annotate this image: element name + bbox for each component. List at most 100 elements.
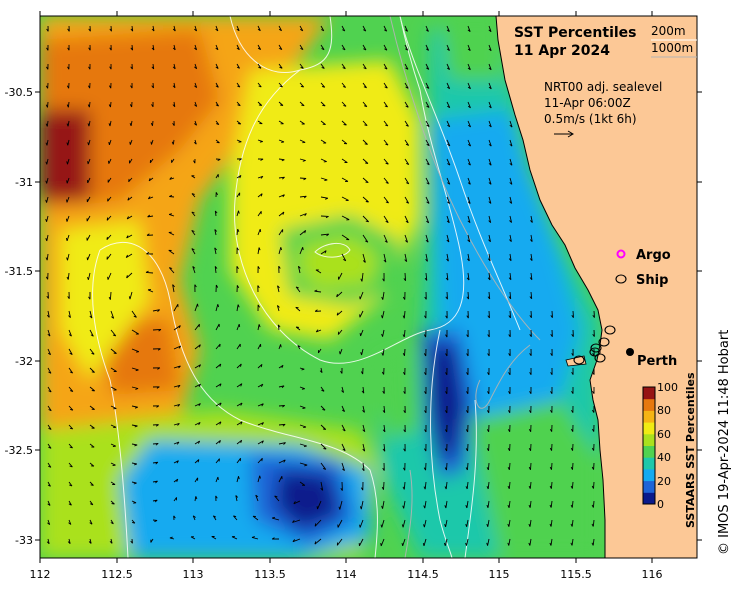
current-arrow-icon: [299, 462, 308, 467]
current-arrow-icon: [380, 519, 385, 528]
current-arrow-icon: [46, 45, 49, 51]
current-arrow-icon: [45, 253, 49, 261]
colorbar-segment: [643, 480, 655, 493]
current-arrow-icon: [65, 215, 70, 222]
current-arrow-icon: [88, 82, 91, 89]
current-arrow-icon: [299, 247, 304, 255]
current-arrow-icon: [571, 329, 574, 337]
current-arrow-icon: [46, 310, 50, 318]
current-arrow-icon: [425, 177, 430, 185]
current-arrow-icon: [446, 253, 449, 262]
current-arrow-icon: [528, 481, 532, 489]
current-arrow-icon: [127, 196, 133, 201]
current-arrow-icon: [381, 481, 385, 490]
current-arrow-icon: [125, 253, 133, 258]
current-arrow-icon: [278, 423, 286, 427]
colorbar-segment: [643, 468, 655, 482]
current-arrow-icon: [320, 139, 327, 144]
current-arrow-icon: [257, 363, 263, 369]
current-arrow-icon: [67, 63, 70, 70]
current-arrow-icon: [191, 248, 196, 255]
current-arrow-icon: [299, 158, 306, 162]
current-arrow-icon: [465, 443, 469, 452]
current-arrow-icon: [215, 343, 221, 350]
current-arrow-icon: [445, 424, 448, 433]
current-arrow-icon: [320, 405, 326, 411]
current-arrow-icon: [152, 442, 159, 446]
current-arrow-icon: [467, 25, 471, 33]
legend-argo: Argo: [636, 248, 671, 263]
current-arrow-icon: [423, 500, 427, 509]
scale-arrow-icon: [554, 130, 574, 138]
current-arrow-icon: [592, 329, 595, 337]
current-arrow-icon: [212, 515, 217, 521]
current-arrow-icon: [487, 386, 490, 395]
current-arrow-icon: [66, 139, 70, 146]
current-arrow-icon: [190, 536, 196, 540]
current-arrow-icon: [529, 387, 532, 395]
x-axis: 112 112.5 113 113.5 114 114.5 115 115.5 …: [30, 11, 663, 581]
current-arrow-icon: [169, 536, 175, 540]
current-arrow-icon: [466, 329, 469, 338]
current-arrow-icon: [571, 424, 574, 432]
current-arrow-icon: [592, 348, 595, 356]
current-arrow-icon: [359, 291, 364, 300]
current-arrow-icon: [446, 63, 451, 70]
current-arrow-icon: [110, 367, 117, 372]
current-arrow-icon: [236, 285, 240, 293]
current-arrow-icon: [402, 348, 406, 357]
current-arrow-icon: [278, 158, 285, 162]
current-arrow-icon: [359, 310, 364, 318]
current-arrow-icon: [88, 64, 91, 70]
current-arrow-icon: [383, 25, 388, 32]
current-arrow-icon: [152, 386, 160, 389]
current-arrow-icon: [467, 44, 471, 52]
current-arrow-icon: [107, 196, 112, 202]
city-marker-icon: [626, 348, 634, 356]
current-arrow-icon: [107, 272, 112, 280]
current-arrow-icon: [423, 519, 427, 528]
current-arrow-icon: [299, 44, 304, 51]
current-arrow-icon: [320, 462, 327, 470]
current-arrow-icon: [341, 158, 348, 164]
current-arrow-icon: [487, 310, 490, 319]
current-arrow-icon: [381, 500, 385, 509]
current-arrow-icon: [299, 230, 307, 236]
current-arrow-icon: [297, 345, 301, 350]
current-arrow-icon: [152, 328, 162, 332]
current-arrow-icon: [173, 345, 182, 350]
current-arrow-icon: [509, 234, 512, 243]
current-arrow-icon: [257, 304, 260, 312]
current-arrow-icon: [466, 272, 470, 281]
current-arrow-icon: [488, 234, 491, 243]
current-arrow-icon: [443, 538, 448, 546]
current-arrow-icon: [194, 383, 201, 388]
current-arrow-icon: [215, 304, 220, 312]
current-arrow-icon: [487, 272, 491, 281]
current-arrow-icon: [172, 63, 176, 70]
current-arrow-icon: [173, 478, 179, 483]
current-arrow-icon: [87, 272, 91, 280]
current-arrow-icon: [529, 291, 533, 300]
current-arrow-icon: [295, 306, 301, 312]
current-arrow-icon: [68, 424, 74, 430]
plot-frame: [39, 15, 698, 559]
current-arrow-icon: [297, 265, 301, 274]
colorbar-label: SSTAARS SST Percentiles: [684, 372, 697, 528]
current-arrow-icon: [215, 101, 219, 107]
current-arrow-icon: [362, 443, 366, 452]
current-arrow-icon: [131, 405, 138, 409]
current-arrow-icon: [110, 424, 117, 429]
current-arrow-icon: [404, 101, 409, 108]
current-arrow-icon: [320, 44, 325, 51]
current-arrow-icon: [87, 139, 91, 146]
current-arrow-icon: [126, 215, 133, 220]
x-tick-label: 114.5: [407, 568, 439, 581]
current-arrow-icon: [86, 177, 91, 184]
current-arrow-icon: [110, 500, 115, 505]
current-arrow-icon: [66, 253, 70, 261]
current-arrow-icon: [446, 139, 451, 147]
current-arrow-icon: [341, 443, 346, 452]
current-arrow-icon: [446, 158, 451, 166]
current-arrow-icon: [467, 82, 471, 90]
